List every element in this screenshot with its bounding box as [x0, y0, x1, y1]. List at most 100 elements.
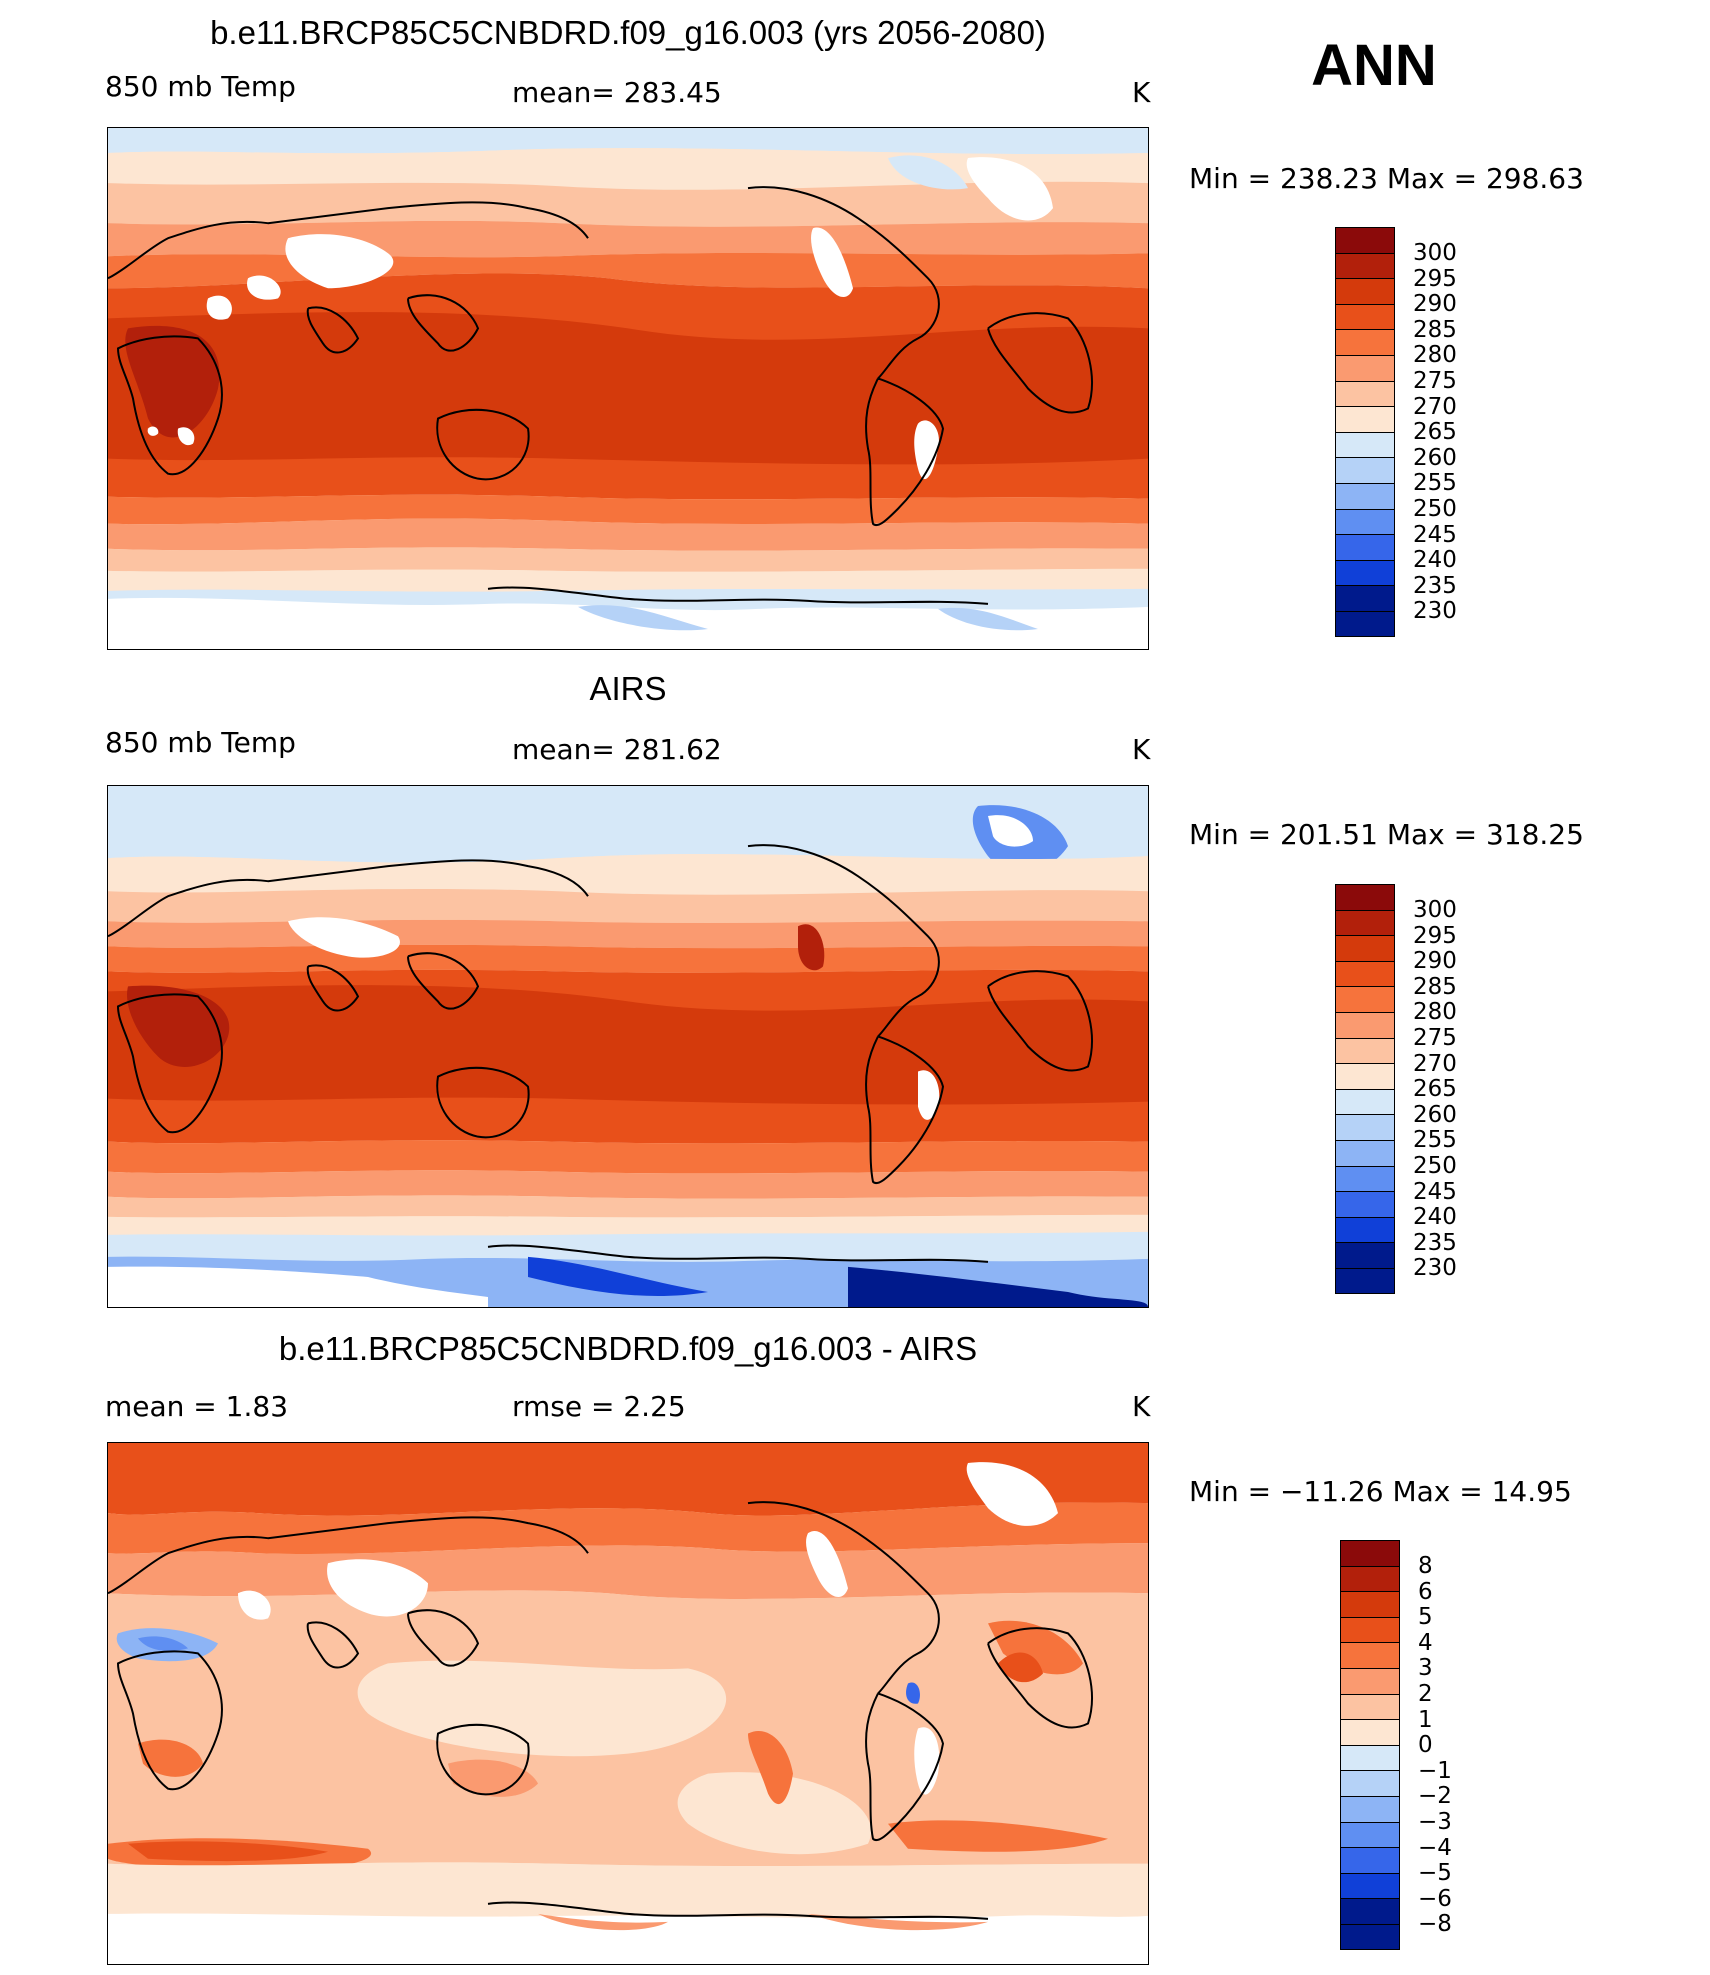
colorbar-swatch — [1335, 611, 1395, 637]
colorbar-tick-label: 255 — [1413, 470, 1457, 497]
colorbar-swatch — [1335, 960, 1395, 987]
panel-mean-label-obs: mean= 281.62 — [512, 733, 722, 766]
colorbar-tick-label: 285 — [1413, 316, 1457, 343]
panel-left-label-model: 850 mb Temp — [105, 70, 296, 103]
colorbar-swatch — [1340, 1591, 1400, 1617]
colorbar-tick-label: 240 — [1413, 1204, 1457, 1231]
colorbar-swatch — [1335, 534, 1395, 560]
colorbar-tick-label: 300 — [1413, 897, 1457, 923]
colorbar-swatch — [1340, 1642, 1400, 1668]
map-model — [107, 127, 1149, 650]
colorbar-swatch — [1340, 1565, 1400, 1592]
panel-rmse-label-diff: rmse = 2.25 — [512, 1390, 686, 1423]
colorbar-tick-label: 265 — [1413, 419, 1457, 446]
colorbar-tick-label: 5 — [1418, 1604, 1433, 1631]
colorbar-swatch — [1335, 1012, 1395, 1038]
colorbar-tick-label: 265 — [1413, 1076, 1457, 1103]
panel-units-diff: K — [1132, 1390, 1151, 1423]
colorbar-swatch — [1335, 1216, 1395, 1243]
colorbar-swatch — [1340, 1719, 1400, 1745]
colorbar-tick-label: 240 — [1413, 547, 1457, 574]
colorbar-tick-label: −2 — [1418, 1783, 1452, 1810]
colorbar-tick-label: 1 — [1418, 1706, 1433, 1733]
panel-units-model: K — [1132, 76, 1151, 109]
map-diff — [107, 1442, 1149, 1965]
colorbar-tick-label: 250 — [1413, 496, 1457, 522]
colorbar-tick-label: 3 — [1418, 1655, 1433, 1682]
minmax-diff: Min = −11.26 Max = 14.95 — [1189, 1475, 1572, 1508]
colorbar-swatch — [1340, 1770, 1400, 1796]
colorbar-swatch — [1340, 1847, 1400, 1873]
colorbar-swatch — [1340, 1616, 1400, 1643]
colorbar-swatch — [1335, 483, 1395, 509]
colorbar-tick-label: −1 — [1418, 1757, 1452, 1784]
colorbar-tick-label: −4 — [1418, 1834, 1452, 1861]
panel-title-obs: AIRS — [589, 670, 667, 707]
colorbar-swatch — [1335, 355, 1395, 381]
colorbar-swatch — [1335, 508, 1395, 535]
colorbar-tick-label: 235 — [1413, 572, 1457, 599]
colorbar-tick-label: 300 — [1413, 240, 1457, 266]
colorbar-swatch — [1335, 252, 1395, 279]
minmax-model: Min = 238.23 Max = 298.63 — [1189, 162, 1584, 195]
colorbar-swatch — [1335, 1037, 1395, 1064]
colorbar-swatch — [1335, 1242, 1395, 1268]
colorbar-swatch — [1335, 329, 1395, 355]
colorbar-tick-label: 250 — [1413, 1153, 1457, 1179]
colorbar-tick-label: 4 — [1418, 1629, 1433, 1656]
colorbar-tick-label: 230 — [1413, 598, 1457, 625]
colorbar-tick-label: 295 — [1413, 265, 1457, 292]
colorbar-swatch — [1335, 303, 1395, 330]
colorbar-tick-label: 260 — [1413, 444, 1457, 471]
colorbar-swatch — [1335, 1191, 1395, 1217]
colorbar-swatch — [1335, 909, 1395, 936]
colorbar-swatch — [1335, 935, 1395, 961]
colorbar-swatch — [1335, 884, 1395, 910]
colorbar-swatch — [1335, 1140, 1395, 1166]
colorbar-tick-label: −6 — [1418, 1885, 1452, 1912]
colorbar-swatch — [1335, 559, 1395, 586]
panel-mean-label-model: mean= 283.45 — [512, 76, 722, 109]
panel-units-obs: K — [1132, 733, 1151, 766]
panel-mean-label-diff: mean = 1.83 — [105, 1390, 289, 1423]
colorbar-swatch — [1335, 278, 1395, 304]
colorbar-swatch — [1340, 1540, 1400, 1566]
colorbar-swatch — [1340, 1872, 1400, 1899]
colorbar-swatch — [1340, 1821, 1400, 1848]
colorbar-swatch — [1335, 431, 1395, 458]
colorbar-swatch — [1335, 1114, 1395, 1140]
colorbar-swatch — [1340, 1796, 1400, 1822]
panel-title-model: b.e11.BRCP85C5CNBDRD.f09_g16.003 (yrs 20… — [210, 14, 1046, 51]
colorbar-tick-label: 245 — [1413, 521, 1457, 548]
minmax-obs: Min = 201.51 Max = 318.25 — [1189, 818, 1584, 851]
colorbar-tick-label: 285 — [1413, 973, 1457, 1000]
colorbar-tick-label: 260 — [1413, 1101, 1457, 1128]
colorbar-tick-label: 6 — [1418, 1578, 1433, 1605]
colorbar-swatch — [1340, 1668, 1400, 1694]
map-model-plot — [108, 128, 1148, 649]
colorbar-tick-label: −3 — [1418, 1809, 1452, 1835]
colorbar-tick-label: 295 — [1413, 922, 1457, 949]
colorbar-tick-label: 280 — [1413, 999, 1457, 1026]
colorbar-swatch — [1335, 380, 1395, 407]
colorbar-tick-label: 230 — [1413, 1255, 1457, 1282]
colorbar-swatch — [1340, 1898, 1400, 1924]
map-obs — [107, 785, 1149, 1308]
colorbar-tick-label: 270 — [1413, 1050, 1457, 1077]
colorbar-tick-label: −8 — [1418, 1911, 1452, 1938]
colorbar-swatch — [1335, 1268, 1395, 1294]
colorbar-tick-label: 275 — [1413, 368, 1457, 394]
colorbar-swatch — [1335, 227, 1395, 253]
colorbar-tick-label: 290 — [1413, 291, 1457, 318]
colorbar-tick-label: 280 — [1413, 342, 1457, 369]
colorbar-swatch — [1340, 1744, 1400, 1771]
colorbar-swatch — [1335, 406, 1395, 432]
colorbar-tick-label: 2 — [1418, 1681, 1433, 1707]
map-obs-plot — [108, 786, 1148, 1307]
colorbar-tick-label: −5 — [1418, 1860, 1452, 1887]
panel-left-label-obs: 850 mb Temp — [105, 726, 296, 759]
colorbar-swatch — [1335, 585, 1395, 611]
season-label: ANN — [1311, 33, 1437, 98]
panel-title-diff: b.e11.BRCP85C5CNBDRD.f09_g16.003 - AIRS — [278, 1330, 978, 1367]
colorbar-tick-label: 275 — [1413, 1025, 1457, 1051]
